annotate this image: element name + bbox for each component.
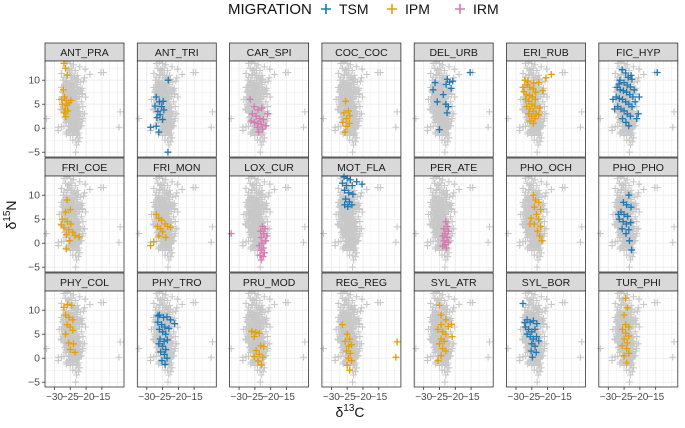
facet-label: ERI_RUB	[523, 47, 569, 59]
facet-label: PHO_OCH	[520, 162, 572, 174]
facet-label: COC_COC	[335, 47, 388, 59]
panel-per-ate: PER_ATE	[412, 158, 493, 272]
panel-mot-fla: MOT_FLA	[320, 158, 401, 272]
legend-entry-label: IPM	[405, 1, 430, 17]
legend-key-cross	[455, 4, 465, 14]
facet-label: FIC_HYP	[616, 47, 660, 59]
facet-panels: ANT_PRA −5 0 5 10 ANT_TRI CAR_SPI COC_COC DEL_UR…	[28, 43, 678, 403]
facet-label: CAR_SPI	[247, 47, 292, 59]
facet-label: DEL_URB	[429, 47, 477, 59]
facet-label: FRI_MON	[153, 162, 200, 174]
panel-ant-pra: ANT_PRA −5 0 5 10	[28, 43, 124, 159]
legend-key-cross	[387, 4, 397, 14]
legend-entry-irm: IRM	[455, 1, 499, 17]
legend: MIGRATION TSM IPM IRM	[228, 1, 499, 18]
panel-car-spi: CAR_SPI	[228, 43, 309, 157]
facet-label: FRI_COE	[62, 162, 108, 174]
panel-eri-rub: ERI_RUB	[505, 43, 586, 157]
y-tick-label: 5	[34, 214, 40, 226]
panel-fri-coe: FRI_COE −5 0 5 10	[28, 158, 124, 274]
y-tick-label: 0	[34, 238, 40, 250]
panel-lox-cur: LOX_CUR	[228, 158, 309, 272]
panel-del-urb: DEL_URB	[412, 43, 493, 157]
y-tick-label: 10	[28, 75, 40, 87]
legend-key-cross	[321, 4, 331, 14]
panel-fic-hyp: FIC_HYP	[597, 43, 678, 157]
y-tick-label: −5	[28, 262, 40, 274]
facet-label: ANT_TRI	[155, 47, 199, 59]
legend-title: MIGRATION	[228, 1, 312, 18]
panel-pho-och: PHO_OCH	[505, 158, 586, 272]
y-tick-label: 0	[34, 123, 40, 135]
facet-label: PER_ATE	[430, 162, 477, 174]
y-tick-label: 5	[34, 99, 40, 111]
facet-label: MOT_FLA	[337, 162, 385, 174]
y-tick-label: 10	[28, 190, 40, 202]
facet-label: ANT_PRA	[60, 47, 108, 59]
y-tick-label: −5	[28, 147, 40, 159]
facet-label: LOX_CUR	[244, 162, 294, 174]
legend-entry-label: IRM	[473, 1, 499, 17]
panel-coc-coc: COC_COC	[320, 43, 401, 157]
legend-entry-tsm: TSM	[321, 1, 369, 17]
panel-fri-mon: FRI_MON	[135, 158, 216, 272]
y-axis-ticks: −5 0 5 10	[28, 75, 45, 159]
panel-ant-tri: ANT_TRI	[135, 43, 216, 157]
y-axis-ticks: −5 0 5 10	[28, 190, 45, 274]
legend-entry-ipm: IPM	[387, 1, 430, 17]
legend-entry-label: TSM	[339, 1, 369, 17]
